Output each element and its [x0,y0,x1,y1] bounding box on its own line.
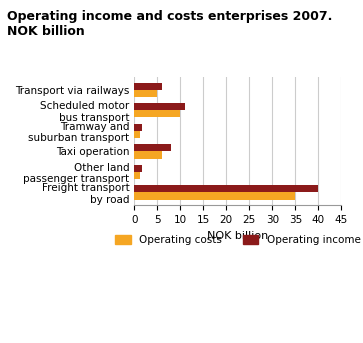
Bar [134,110,180,117]
X-axis label: NOK billion: NOK billion [207,231,268,241]
Bar [134,165,142,172]
Bar [134,151,162,158]
Bar [134,90,157,97]
Bar [134,192,295,200]
Bar [134,185,318,192]
Bar [134,172,140,179]
Text: Operating income and costs enterprises 2007.
NOK billion: Operating income and costs enterprises 2… [7,10,333,38]
Bar [134,83,162,90]
Bar [134,123,142,131]
Legend: Operating costs, Operating income: Operating costs, Operating income [111,230,363,249]
Bar [134,103,185,110]
Bar [134,131,140,138]
Bar [134,144,171,151]
